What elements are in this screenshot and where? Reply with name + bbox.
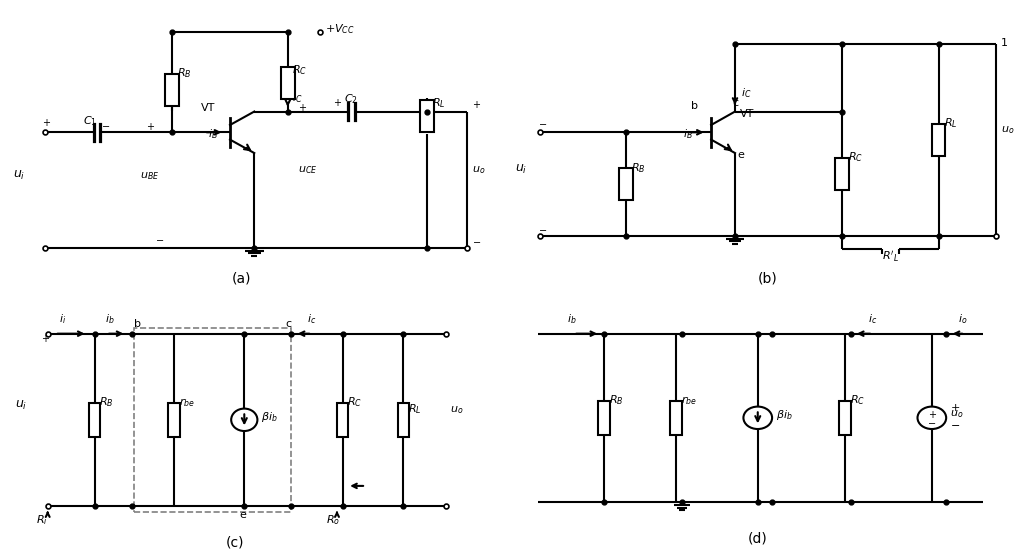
Text: $u_o$: $u_o$ [451, 404, 464, 416]
Text: $\beta i_b$: $\beta i_b$ [776, 408, 793, 422]
Text: $C_2$: $C_2$ [344, 92, 358, 106]
Text: $i_c$: $i_c$ [307, 312, 316, 326]
Text: $i_B$: $i_B$ [683, 127, 692, 141]
Text: $R_B$: $R_B$ [99, 395, 114, 409]
Circle shape [743, 407, 772, 429]
Text: $R_L$: $R_L$ [432, 96, 446, 110]
Text: $R_B$: $R_B$ [177, 66, 191, 80]
Text: VT: VT [201, 103, 215, 113]
Text: $R_B$: $R_B$ [632, 161, 646, 175]
Text: $u_i$: $u_i$ [15, 399, 28, 412]
Text: c: c [286, 319, 292, 329]
Bar [670, 401, 682, 435]
Text: c: c [732, 99, 738, 109]
Text: VT: VT [739, 109, 754, 119]
Text: $i_o$: $i_o$ [958, 312, 968, 326]
Text: (d): (d) [748, 532, 768, 546]
Text: $+$: $+$ [41, 333, 50, 343]
Bar [169, 403, 179, 437]
Text: $+V_{CC}$: $+V_{CC}$ [326, 22, 355, 35]
Text: b: b [691, 101, 698, 111]
Text: $C_1$: $C_1$ [83, 114, 96, 127]
Bar [618, 168, 633, 201]
Text: $R_C$: $R_C$ [293, 63, 307, 77]
Bar [398, 403, 409, 437]
Circle shape [231, 409, 257, 431]
Bar [836, 158, 849, 190]
Text: (a): (a) [231, 272, 251, 286]
Bar [337, 403, 348, 437]
Text: $R_C$: $R_C$ [848, 150, 863, 164]
Text: $+$: $+$ [298, 102, 307, 114]
Text: $i_b$: $i_b$ [567, 312, 577, 326]
Text: $+$: $+$ [42, 117, 51, 129]
Text: $i_c$: $i_c$ [868, 312, 878, 326]
Text: $u_o$: $u_o$ [1001, 124, 1015, 136]
Text: $u_{CE}$: $u_{CE}$ [298, 164, 317, 176]
Text: $u_o$: $u_o$ [472, 164, 485, 176]
Text: $i_b$: $i_b$ [104, 312, 115, 326]
Text: $R_o$: $R_o$ [327, 513, 340, 527]
Text: $u_i$: $u_i$ [515, 163, 527, 177]
Text: b: b [134, 319, 141, 329]
Bar [932, 124, 945, 156]
Text: 1: 1 [1001, 38, 1009, 48]
Text: $+$: $+$ [333, 98, 342, 109]
Text: +: + [928, 409, 936, 419]
Text: $R_C$: $R_C$ [850, 393, 865, 407]
Text: (b): (b) [758, 272, 778, 286]
Text: (c): (c) [225, 536, 244, 550]
Text: $+$: $+$ [472, 99, 480, 110]
Text: e: e [737, 150, 744, 160]
Text: $-$: $-$ [472, 235, 481, 245]
Bar [598, 401, 610, 435]
Text: $u_i$: $u_i$ [13, 169, 26, 182]
Bar [420, 100, 433, 132]
Text: $R_i$: $R_i$ [36, 513, 48, 527]
Text: $-$: $-$ [950, 419, 961, 429]
Text: $i_C$: $i_C$ [293, 91, 303, 105]
Text: $R_L$: $R_L$ [409, 402, 422, 416]
Bar [839, 401, 851, 435]
Text: $i_i$: $i_i$ [59, 312, 67, 326]
Bar [134, 327, 291, 512]
Text: $-$: $-$ [101, 120, 111, 130]
Bar [89, 403, 100, 437]
Text: $-$: $-$ [538, 224, 547, 234]
Text: $R'_L$: $R'_L$ [882, 249, 899, 264]
Text: $r_{be}$: $r_{be}$ [681, 394, 697, 407]
Text: $u_o$: $u_o$ [950, 408, 964, 420]
Text: $R_L$: $R_L$ [944, 116, 957, 130]
Text: $+$: $+$ [146, 121, 156, 132]
Text: $-$: $-$ [155, 234, 164, 244]
Circle shape [918, 407, 946, 429]
Text: $r_{be}$: $r_{be}$ [179, 396, 195, 409]
Text: $u_{BE}$: $u_{BE}$ [140, 171, 160, 182]
Bar [281, 66, 295, 99]
Text: $i_C$: $i_C$ [740, 86, 752, 100]
Text: $+$: $+$ [950, 402, 961, 413]
Text: $\beta i_b$: $\beta i_b$ [261, 410, 278, 424]
Text: $R_C$: $R_C$ [347, 395, 362, 409]
Text: $R_B$: $R_B$ [609, 393, 624, 407]
Text: $-$: $-$ [538, 119, 547, 129]
Text: e: e [240, 510, 247, 520]
Text: $i_B$: $i_B$ [208, 127, 218, 141]
Text: $-$: $-$ [928, 417, 936, 427]
Bar [165, 74, 179, 106]
